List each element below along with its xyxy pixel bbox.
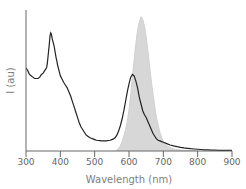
svg-text:900: 900 [223, 157, 238, 167]
svg-text:700: 700 [155, 157, 172, 167]
svg-text:400: 400 [52, 157, 69, 167]
svg-text:800: 800 [189, 157, 206, 167]
svg-text:Wavelength (nm): Wavelength (nm) [86, 174, 172, 185]
svg-text:500: 500 [86, 157, 103, 167]
svg-text:300: 300 [17, 157, 34, 167]
svg-text:600: 600 [120, 157, 137, 167]
svg-text:I (au): I (au) [8, 67, 16, 93]
